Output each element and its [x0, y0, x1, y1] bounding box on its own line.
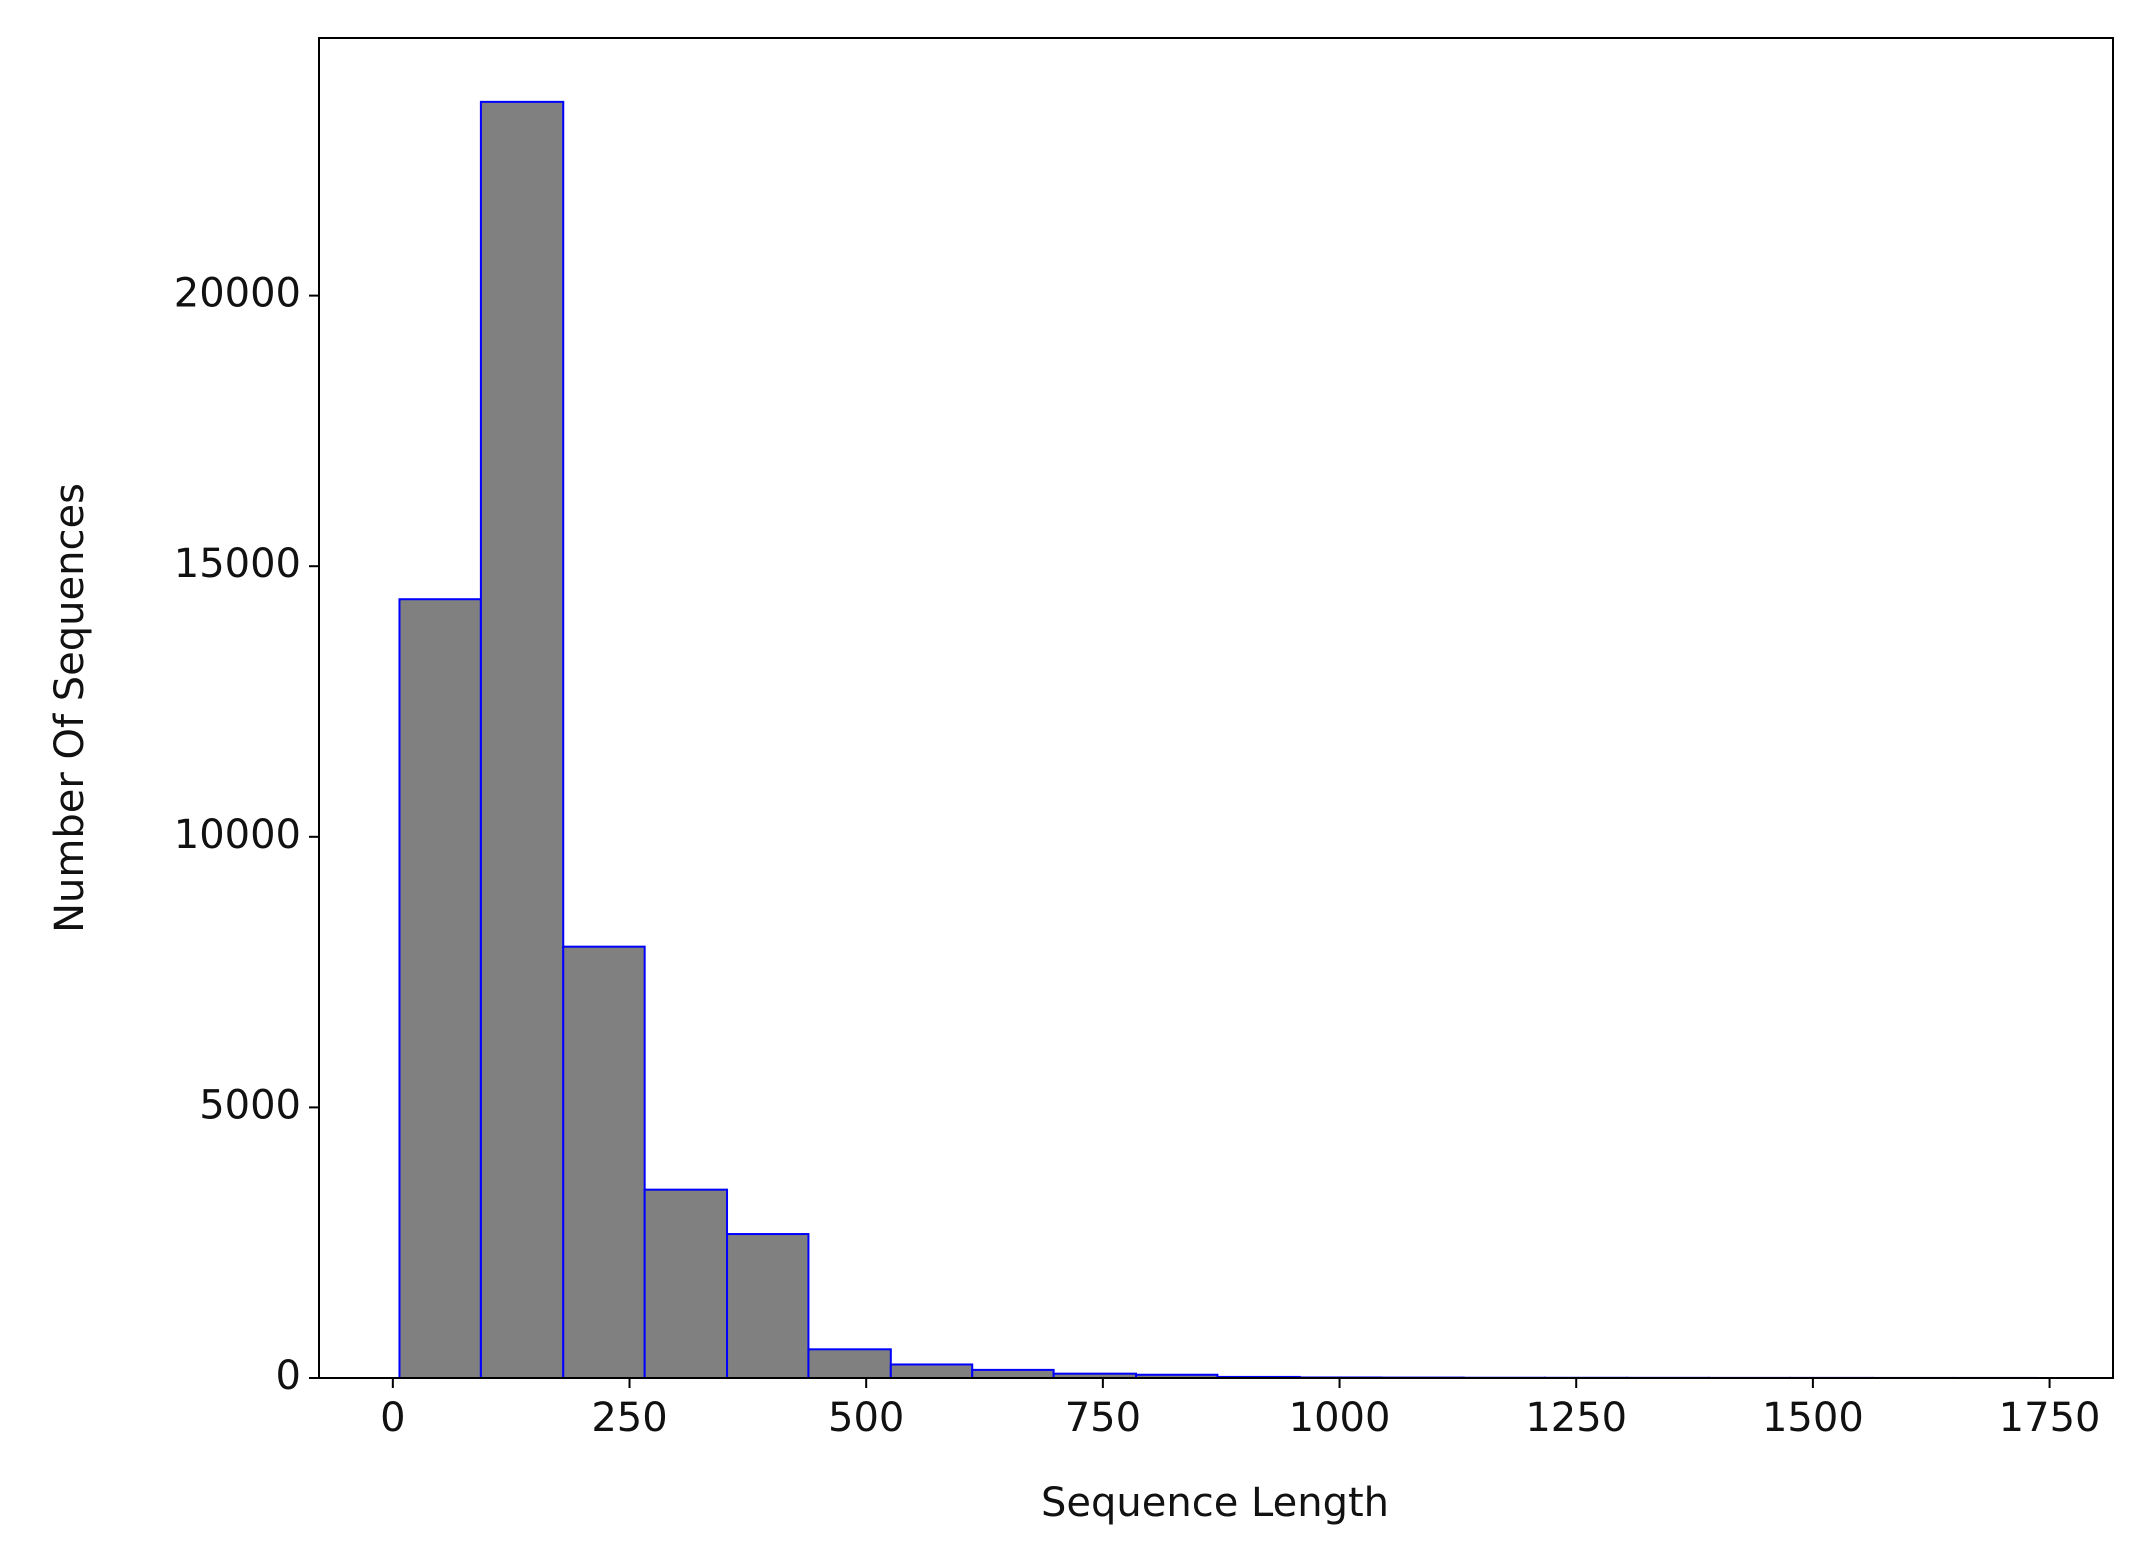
histogram-bar [562, 945, 646, 1379]
y-tick-label: 0 [276, 1353, 301, 1399]
histogram-bar [479, 100, 565, 1379]
x-tick-label: 1750 [1999, 1395, 2101, 1441]
y-axis-label: Number Of Sequences [47, 483, 93, 933]
x-axis-label: Sequence Length [1041, 1480, 1389, 1526]
histogram-bar [726, 1233, 810, 1379]
x-tick-label: 1250 [1525, 1395, 1627, 1441]
y-tick-label: 20000 [174, 271, 301, 317]
x-tick-label: 1500 [1762, 1395, 1864, 1441]
x-tick-label: 500 [828, 1395, 904, 1441]
histogram-bar [807, 1348, 892, 1380]
histogram-bar [643, 1188, 729, 1379]
y-tick-label: 10000 [174, 812, 301, 858]
x-tick-label: 750 [1065, 1395, 1141, 1441]
histogram-bar [971, 1368, 1055, 1380]
plot-frame [318, 37, 2114, 1379]
x-tick-label: 0 [380, 1395, 405, 1441]
x-tick-label: 250 [591, 1395, 667, 1441]
histogram-bar [398, 598, 482, 1379]
y-tick-label: 15000 [174, 541, 301, 587]
histogram-bar [889, 1363, 974, 1379]
y-tick-label: 5000 [199, 1082, 301, 1128]
x-tick-label: 1000 [1289, 1395, 1391, 1441]
